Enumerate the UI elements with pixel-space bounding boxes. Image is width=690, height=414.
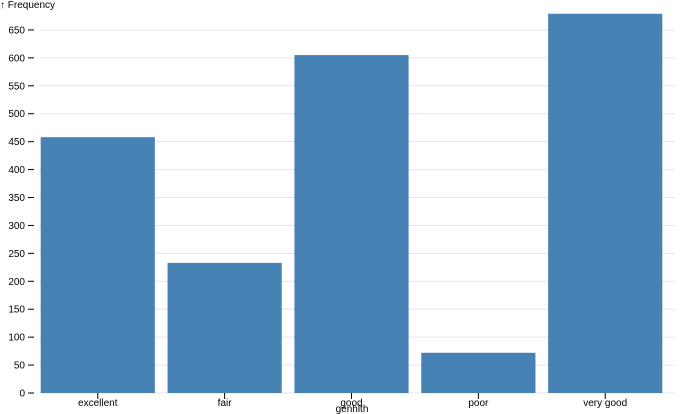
bar [40,137,155,393]
bar [421,352,536,393]
y-tick-label: 550 [8,81,25,92]
y-tick-label: 300 [8,221,25,232]
x-tick-label: poor [468,398,489,409]
y-tick-label: 150 [8,305,25,316]
x-axis-label: genhlth [336,404,369,414]
bar [294,55,409,393]
x-tick-label: good [340,398,362,409]
y-tick-label: 200 [8,277,25,288]
y-axis-label: ↑ Frequency [0,0,55,11]
bar [548,13,663,393]
y-tick-label: 50 [14,361,26,372]
y-tick-label: 250 [8,249,25,260]
y-tick-label: 500 [8,109,25,120]
y-tick-label: 450 [8,137,25,148]
y-tick-label: 0 [19,389,25,400]
y-tick-label: 650 [8,25,25,36]
x-tick-label: very good [583,398,627,409]
x-tick-label: excellent [78,398,118,409]
y-tick-label: 600 [8,53,25,64]
y-tick-label: 350 [8,193,25,204]
y-tick-label: 400 [8,165,25,176]
y-tick-label: 100 [8,333,25,344]
bar [167,262,282,393]
x-tick-label: fair [218,398,233,409]
